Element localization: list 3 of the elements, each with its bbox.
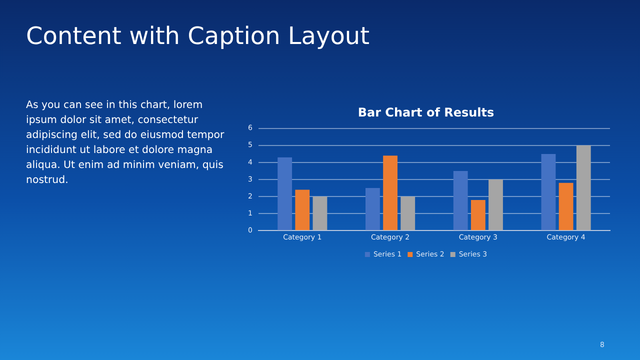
- text: Content with Caption Layout: [26, 22, 370, 50]
- text: As you can see in this chart, lorem ipsum dolor sit amet, consectetur adipiscing elit, sed do eiusmod tempor incididunt ut labore et dolore magna aliqua. Ut enim ad minim veniam, quis nostrud.: [26, 99, 226, 188]
- chart-title: Bar Chart of Results: [358, 105, 494, 120]
